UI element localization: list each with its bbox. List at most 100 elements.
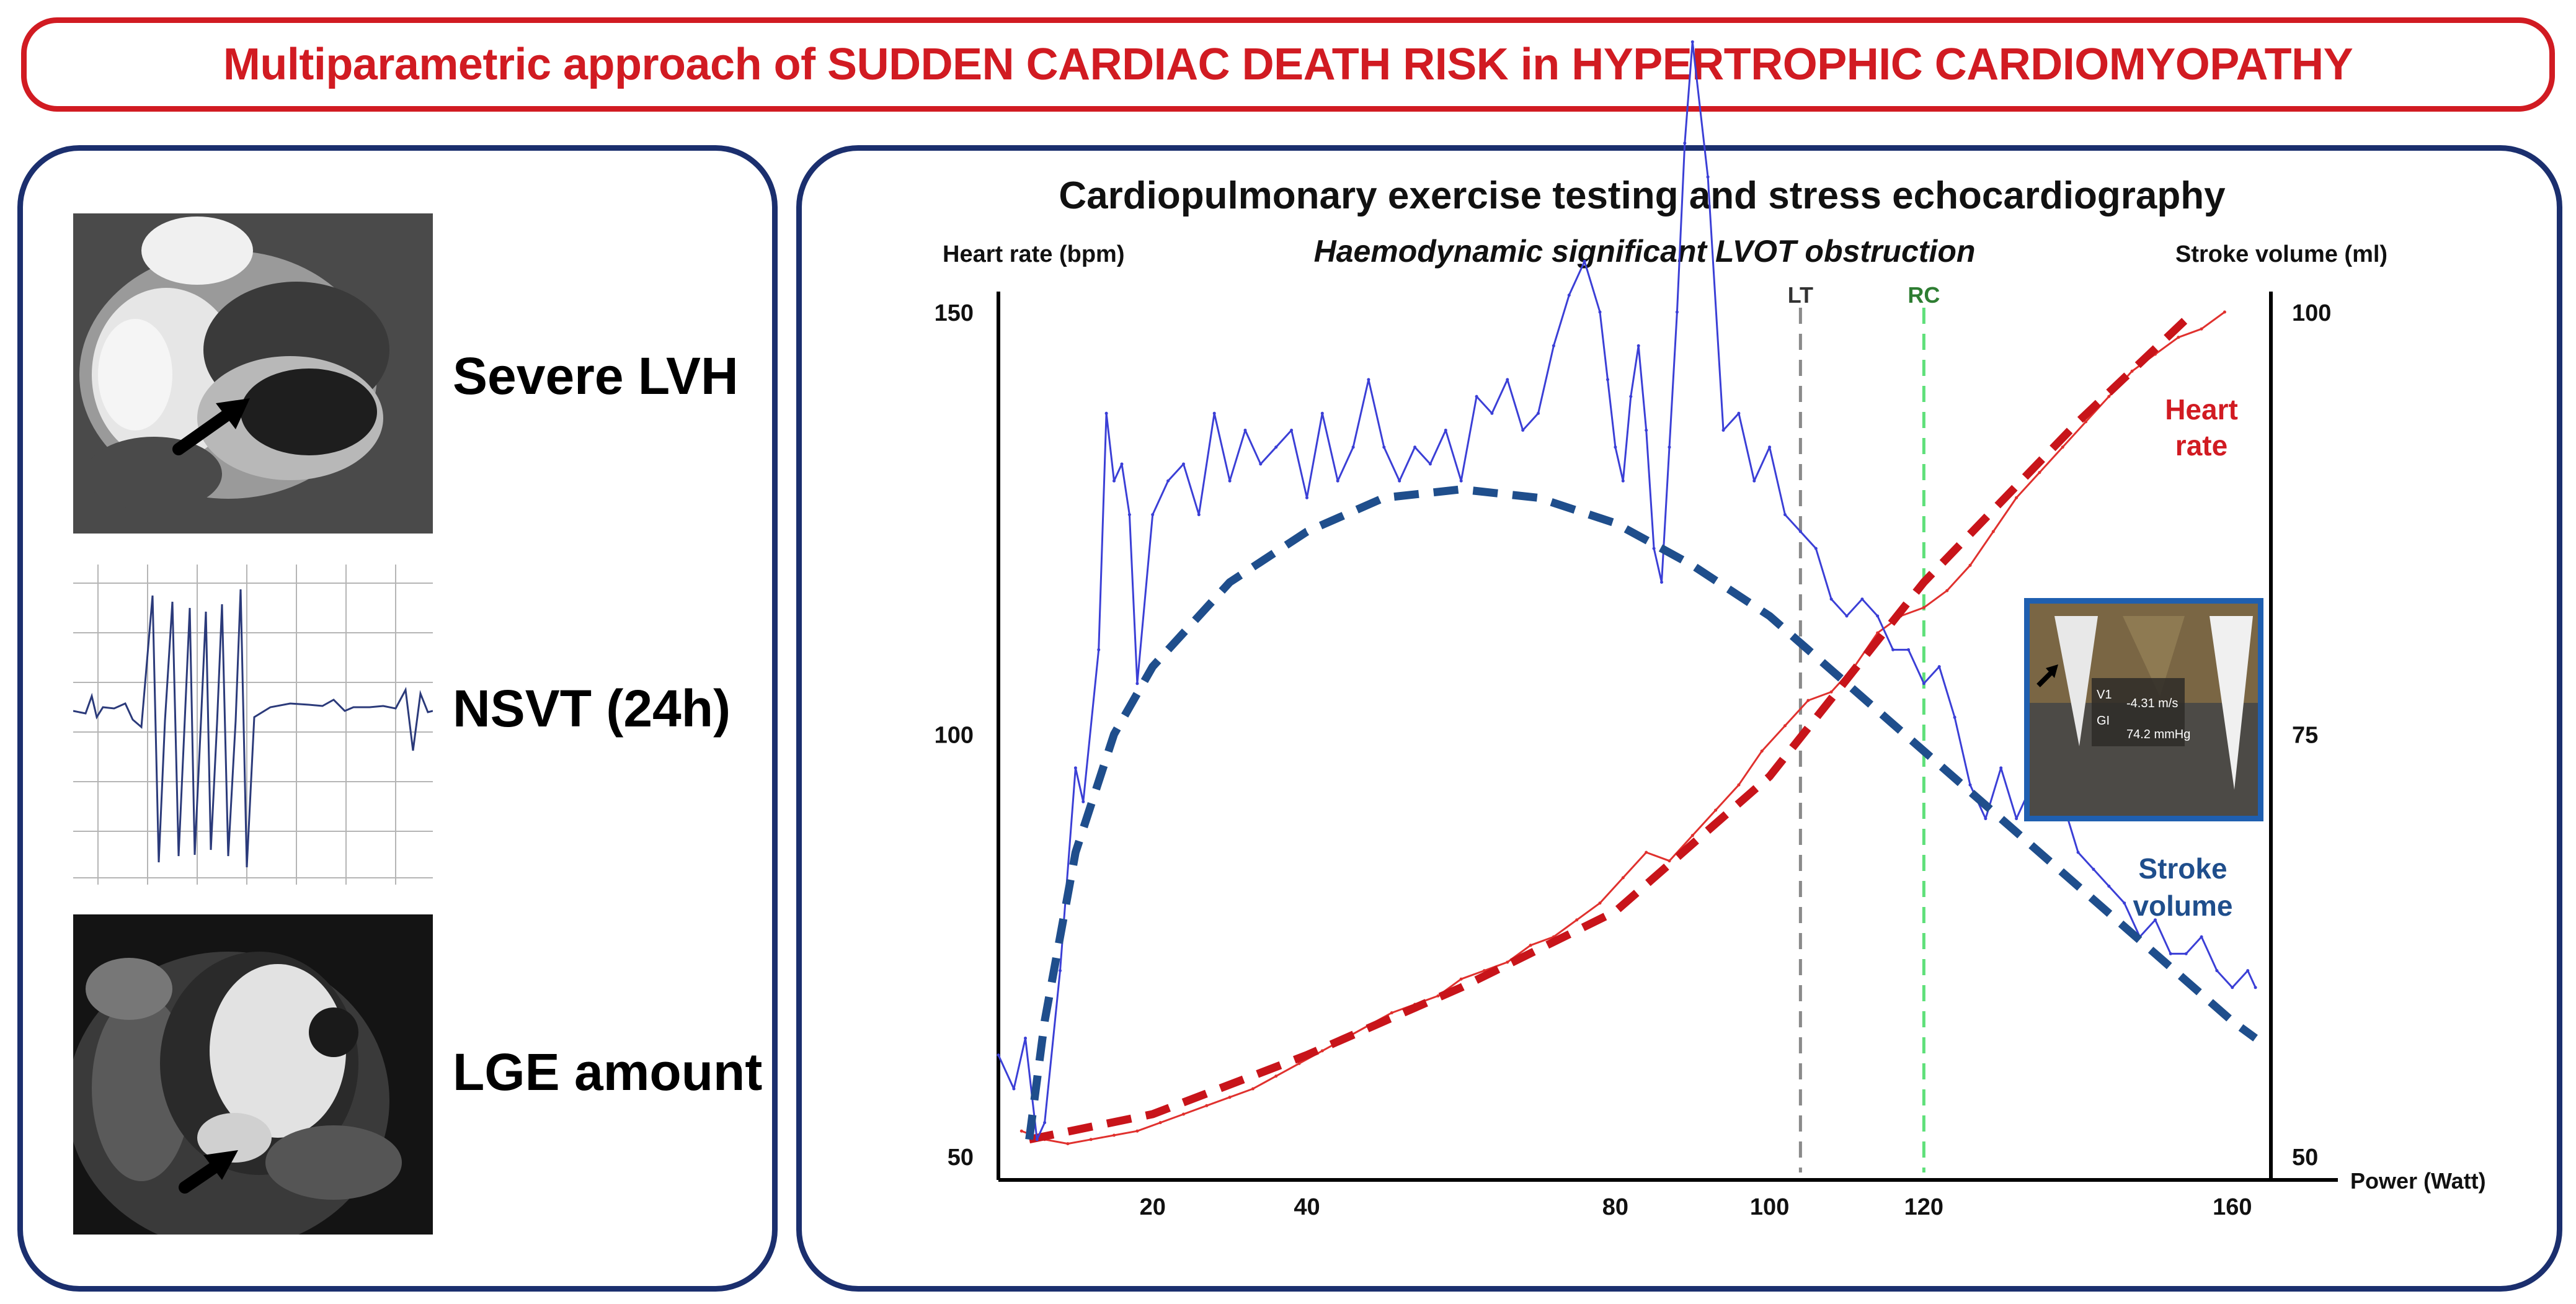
data-point [1024,1037,1027,1040]
data-point [1081,800,1085,803]
data-point [1583,259,1586,263]
data-point [1073,766,1077,770]
data-point [1721,429,1725,432]
data-point [2038,471,2041,475]
data-point [1113,1133,1116,1137]
data-point [1567,293,1571,297]
left-axis-label: Heart rate (bpm) [943,241,1125,267]
data-point [1552,344,1555,347]
data-point [2231,986,2234,989]
data-point [1783,513,1787,517]
data-point [1336,479,1339,483]
data-point [1845,614,1849,618]
y-left-tick-label: 50 [948,1145,974,1171]
data-point [1290,429,1294,432]
data-point [1305,496,1308,499]
series-stroke-volume-fit [1025,485,2258,1140]
data-point [1151,513,1155,517]
data-point [1097,648,1101,651]
data-point [1506,378,1509,382]
data-point [2015,496,2019,499]
data-point [997,1053,1000,1057]
x-tick-label: 20 [1140,1194,1166,1220]
data-point [2107,885,2111,888]
data-point [1621,479,1625,483]
data-point [1089,1138,1093,1141]
data-point [1212,411,1216,415]
data-point [1683,141,1687,145]
data-point [1652,547,1656,550]
chart-title: Cardiopulmonary exercise testing and str… [1059,174,2226,217]
data-point [1104,411,1108,415]
data-point [1521,429,1525,432]
data-point [1714,808,1718,812]
data-point [1675,310,1679,314]
data-point [1459,479,1463,483]
data-point [1798,530,1802,534]
data-point [1043,1121,1047,1125]
data-point [1953,715,1956,719]
data-point [1668,859,1671,863]
data-point [2200,935,2203,939]
data-point [2015,817,2019,821]
data-point [2169,952,2172,955]
data-point [1891,648,1895,651]
data-point [1251,1087,1255,1091]
data-point [1783,724,1787,728]
data-point [1182,462,1185,466]
data-point [1197,513,1201,517]
data-point [1945,589,1949,592]
nsvt-ecg-image [73,565,433,885]
data-point [1645,851,1648,854]
data-point [1182,1112,1185,1116]
gi-value: 74.2 mmHg [2126,728,2191,741]
cpet-panel [796,145,2562,1292]
data-point [2200,327,2203,331]
data-point [1668,445,1671,449]
data-point [1506,960,1509,964]
data-point [1768,445,1772,449]
y-right-tick-label: 100 [2292,300,2331,326]
data-point [1737,783,1741,787]
data-point [1274,445,1278,449]
y-left-tick-label: 100 [935,723,974,749]
data-point [1991,530,1995,534]
data-point [1259,462,1263,466]
annotation-volume: volume [2133,890,2232,922]
lge-caption: LGE amount [453,1043,763,1101]
data-point [1351,445,1355,449]
data-point [1621,876,1625,880]
data-point [2061,445,2064,449]
data-point [1690,40,1694,43]
data-point [1228,479,1232,483]
data-point [1575,918,1579,922]
data-point [1922,605,1925,609]
v1-label: V1 [2097,688,2112,702]
data-point [1320,1049,1324,1053]
lvh-mri-image [73,213,433,534]
data-point [2254,986,2257,989]
data-point [2123,901,2126,905]
data-point [1922,682,1925,685]
data-point [1690,834,1694,837]
data-point [1629,395,1633,398]
v1-value: -4.31 m/s [2126,697,2178,710]
annotation-heart: Heart [2165,393,2238,426]
data-point [1876,614,1880,618]
y-left-tick-label: 150 [935,300,974,326]
data-point [1135,1129,1139,1133]
data-point [2177,336,2180,339]
vline-label-lt: LT [1788,282,1813,308]
data-point [1907,648,1910,651]
data-point [1205,1104,1209,1107]
data-point [1135,682,1139,685]
data-point [1166,479,1170,483]
series-heart-rate-fit [1028,309,2197,1144]
doppler-inset-image: V1 -4.31 m/s GI 74.2 mmHg [2024,598,2263,821]
lge-mri-image [73,914,433,1235]
data-point [1737,411,1741,415]
data-point [1760,749,1764,753]
data-point [1297,1061,1301,1065]
data-point [1968,563,1972,567]
